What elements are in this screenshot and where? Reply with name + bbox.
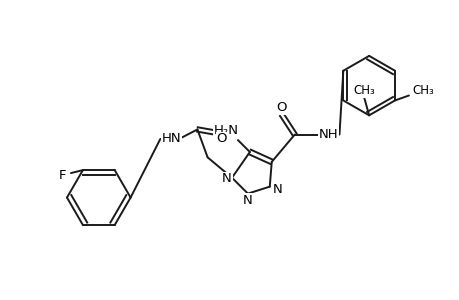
Text: O: O bbox=[276, 101, 286, 114]
Text: N: N bbox=[222, 172, 231, 185]
Text: H₂N: H₂N bbox=[213, 124, 238, 137]
Text: CH₃: CH₃ bbox=[353, 84, 374, 97]
Text: HN: HN bbox=[161, 132, 181, 146]
Text: N: N bbox=[242, 194, 252, 207]
Text: CH₃: CH₃ bbox=[411, 84, 433, 97]
Text: NH: NH bbox=[318, 128, 338, 141]
Text: O: O bbox=[216, 132, 227, 145]
Text: F: F bbox=[58, 169, 66, 182]
Text: N: N bbox=[272, 183, 282, 196]
